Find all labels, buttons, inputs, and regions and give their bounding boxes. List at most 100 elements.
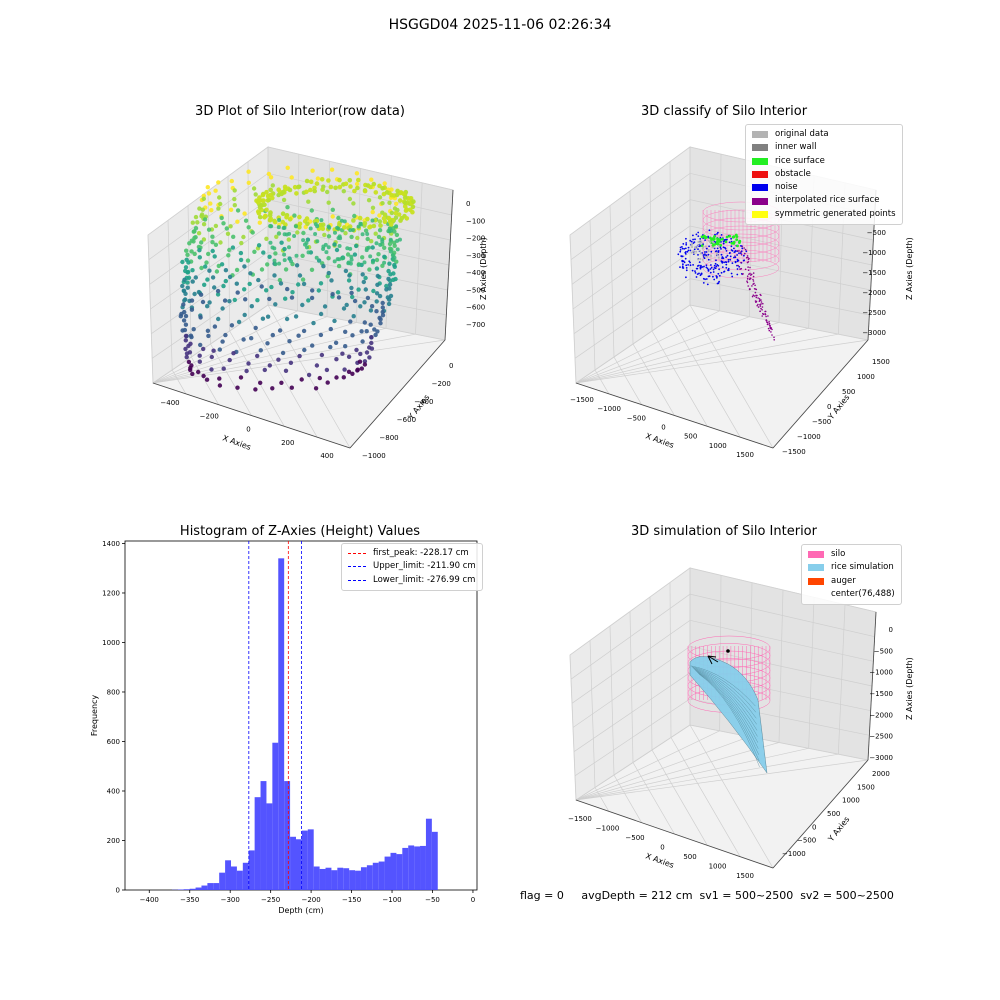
legend-label: Lower_limit: -276.99 cm <box>373 574 476 585</box>
histogram-x-tick: −350 <box>180 896 199 904</box>
legend-line <box>348 553 366 555</box>
panel2-xlabel: X Axies <box>644 431 675 450</box>
histogram-bar <box>378 861 385 890</box>
panel2-x-tick: 1000 <box>709 442 727 450</box>
histogram-xlabel: Depth (cm) <box>278 906 323 915</box>
panel1-x-tick: 0 <box>246 426 250 434</box>
panel2-y-tick: 500 <box>842 388 855 396</box>
panel2-x-tick: −1500 <box>570 396 594 404</box>
histogram-x-tick: −150 <box>342 896 361 904</box>
legend-swatch <box>752 144 768 152</box>
panel1-y-tick: −1000 <box>362 452 386 460</box>
legend-item-original-data: original data <box>752 128 896 141</box>
panel4-auger-arrow <box>707 655 719 665</box>
panel4-center-point <box>726 649 730 653</box>
legend-label: auger <box>831 575 856 586</box>
panel1-z-tick: −500 <box>466 286 485 294</box>
histogram-bar <box>284 781 291 890</box>
histogram-bar <box>331 870 338 890</box>
legend-item-center: center(76,488) <box>808 588 895 601</box>
panel2-z-tick: −500 <box>867 229 886 237</box>
legend-label: inner wall <box>775 142 817 153</box>
panel2-z-tick: −3000 <box>862 329 886 337</box>
histogram-bar <box>219 872 226 890</box>
histogram-bar <box>260 781 267 890</box>
histogram-bar <box>207 883 214 890</box>
histogram-x-tick: −300 <box>221 896 240 904</box>
panel2-x-tick: 0 <box>661 424 665 432</box>
histogram-bar <box>307 829 314 890</box>
panel2-y-tick: −500 <box>812 418 831 426</box>
legend-label: first_peak: -228.17 cm <box>373 548 469 558</box>
panel4-y-tick: 0 <box>812 823 816 831</box>
legend-item-obstacle: obstacle <box>752 168 896 181</box>
histogram-bar <box>384 856 391 890</box>
panel1-title: 3D Plot of Silo Interior(row data) <box>195 104 405 119</box>
panel1-z-tick: −400 <box>466 269 485 277</box>
legend-swatch <box>752 131 768 139</box>
panel4-z-tick: −2000 <box>869 711 893 719</box>
panel4-y-tick: 1000 <box>842 797 860 805</box>
panel2-y-tick: −1500 <box>782 448 806 456</box>
legend-item: Upper_limit: -211.90 cm <box>348 560 476 573</box>
histogram-bar <box>278 558 285 890</box>
panel2-y-tick: 1000 <box>857 373 875 381</box>
legend-label: silo <box>831 549 846 559</box>
panel4-y-tick: 2000 <box>872 770 890 778</box>
legend-swatch <box>808 577 824 585</box>
histogram-bar <box>319 868 326 890</box>
panel4-y-tick: −500 <box>797 837 816 845</box>
histogram-x-tick: −100 <box>382 896 401 904</box>
panel4-z-tick: −3000 <box>869 754 893 762</box>
histogram-bar <box>420 845 426 890</box>
legend-label: rice surface <box>775 155 825 166</box>
legend-label: Upper_limit: -211.90 cm <box>373 561 476 572</box>
legend-item: first_peak: -228.17 cm <box>348 547 476 560</box>
legend-item-silo: silo <box>808 548 895 561</box>
legend-item: Lower_limit: -276.99 cm <box>348 574 476 587</box>
panel4-z-tick: −1500 <box>869 690 893 698</box>
histogram-bar <box>390 852 397 890</box>
histogram-bar <box>414 846 421 890</box>
panel1-raw-data: −400 −200 0 200 400 −1000 −800 −600 −400 −200 0 0 −1… <box>147 146 488 460</box>
legend-swatch <box>752 184 768 192</box>
legend-swatch <box>752 197 768 205</box>
panel4-x-tick: 0 <box>660 844 664 852</box>
histogram-bar <box>254 797 261 890</box>
histogram-bar <box>355 870 361 890</box>
histogram-x-tick: −50 <box>425 896 440 904</box>
panel1-z-tick: −700 <box>466 321 485 329</box>
panel1-x-tick: 400 <box>320 452 333 460</box>
legend-label: noise <box>775 182 798 193</box>
panel1-y-tick: −400 <box>414 398 433 406</box>
histogram-bar <box>349 870 356 890</box>
panel2-z-tick: −2500 <box>862 309 886 317</box>
histogram-bar <box>396 854 403 890</box>
histogram-bar <box>231 866 237 890</box>
panel4-rice-mesh <box>690 665 760 767</box>
histogram-bar <box>402 847 409 890</box>
histogram-bar <box>213 883 220 890</box>
panel3-title: Histogram of Z-Axies (Height) Values <box>179 524 421 539</box>
panel4-x-tick: −1000 <box>596 825 620 833</box>
panel4-x-tick: −1500 <box>568 815 592 823</box>
histogram-legend: first_peak: -228.17 cm Upper_limit: -211.… <box>341 543 483 591</box>
histogram-bar <box>372 862 379 890</box>
histogram-y-tick: 1000 <box>102 639 120 647</box>
panel4-ylabel: Y Axies <box>826 815 852 844</box>
legend-label: obstacle <box>775 168 811 179</box>
histogram-y-tick: 1400 <box>102 540 120 548</box>
panel1-x-tick: −200 <box>200 412 219 420</box>
panel4-y-tick: 1500 <box>857 783 875 791</box>
panel2-points <box>677 229 775 341</box>
histogram-bar <box>236 870 243 890</box>
histogram-y-tick: 800 <box>107 688 120 696</box>
panel4-z-tick: −1000 <box>869 669 893 677</box>
histogram-bar <box>177 889 184 890</box>
legend-label: rice simulation <box>831 562 894 573</box>
simulation-legend: silo rice simulation auger center(76,488) <box>801 544 902 606</box>
histogram-bar <box>272 742 279 890</box>
histogram-bar <box>343 868 350 890</box>
histogram-bar <box>366 865 373 890</box>
histogram-x-tick: −400 <box>140 896 159 904</box>
